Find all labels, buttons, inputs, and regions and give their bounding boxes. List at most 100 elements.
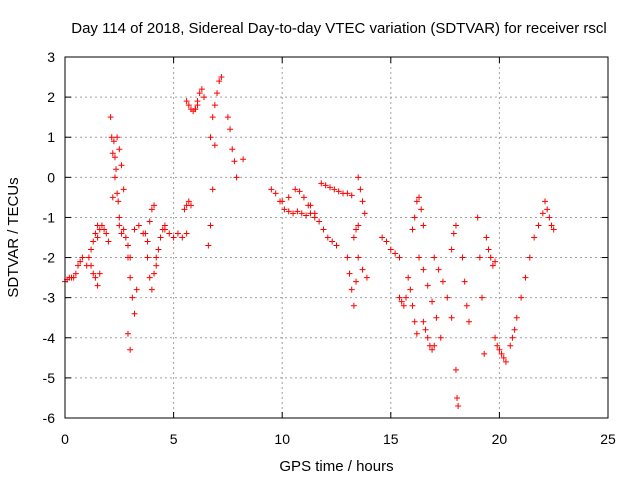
data-point [207,222,214,229]
data-point [303,212,310,219]
y-tick-label: -4 [43,330,56,346]
data-point [72,270,79,277]
series-s46 [542,198,557,233]
data-point [229,146,236,153]
data-point [357,186,364,193]
data-point [157,234,164,241]
data-point [170,234,177,241]
data-point [331,186,338,193]
y-tick-label: 2 [47,89,55,105]
data-point [416,254,423,261]
data-point [185,102,192,109]
data-point [355,222,362,229]
data-point [411,318,418,325]
data-point [405,274,412,281]
data-point [322,182,329,189]
data-point [311,210,318,217]
data-point [90,270,97,277]
data-point [455,402,462,409]
series-s1 [62,274,75,285]
data-point [509,334,516,341]
data-point [409,302,416,309]
data-point [550,226,557,233]
data-point [429,298,436,305]
data-point [329,238,336,245]
data-point [420,318,427,325]
data-point [450,230,457,237]
data-point [207,134,214,141]
data-point [492,334,499,341]
data-point [114,190,121,197]
series-s42 [483,234,499,269]
data-point [548,222,555,229]
data-point [481,350,488,357]
data-point [127,346,134,353]
data-point [333,242,340,249]
axis-ticks: 0 5 10 15 20 25 -6 -5 -4 -3 -2 -1 0 1 2 3 [43,49,616,447]
data-point [392,250,399,257]
series-s38 [448,222,459,253]
data-point [474,214,481,221]
data-point [420,266,427,273]
data-point [120,186,127,193]
data-point [116,146,123,153]
data-point [431,342,438,349]
data-point [142,230,149,237]
data-point [135,222,142,229]
series-s36 [420,318,438,353]
data-point [88,262,95,269]
data-point [151,202,158,209]
data-point [359,198,366,205]
data-point [166,230,173,237]
data-point [92,274,99,281]
x-tick-label: 15 [383,431,399,447]
data-point [300,194,307,201]
data-point [500,354,507,361]
data-point [489,262,496,269]
data-point [90,238,97,245]
data-point [435,266,442,273]
data-point [546,214,553,221]
data-point [444,294,451,301]
data-point [361,210,368,217]
series-s16 [181,198,194,213]
series-s28 [350,222,362,241]
data-point [109,194,116,201]
series-s10 [124,330,134,353]
x-tick-label: 5 [170,431,178,447]
data-point [544,206,551,213]
data-point [285,208,292,215]
series-s19 [205,142,218,249]
series-s35 [416,254,444,341]
data-point [407,286,414,293]
series-s13 [146,202,158,225]
data-point [348,286,355,293]
data-point [77,258,84,265]
series-s22 [240,156,247,163]
data-point [483,234,490,241]
data-point [115,198,122,205]
data-point [201,94,208,101]
data-point [153,262,160,269]
data-point [144,238,151,245]
data-point [113,166,120,173]
data-point [465,318,472,325]
data-point [344,190,351,197]
data-point [211,102,218,109]
series-s9 [124,254,140,317]
series-s32 [396,294,410,309]
data-point [355,174,362,181]
series-s40 [459,254,472,325]
data-point [85,254,92,261]
series-s23 [268,186,318,221]
data-point [316,218,323,225]
x-tick-label: 25 [600,431,616,447]
data-point [183,98,190,105]
data-point [111,154,118,161]
data-point [124,330,131,337]
data-point [518,294,525,301]
data-point [448,246,455,253]
data-point [155,246,162,253]
grid [65,57,608,418]
data-point [183,230,190,237]
